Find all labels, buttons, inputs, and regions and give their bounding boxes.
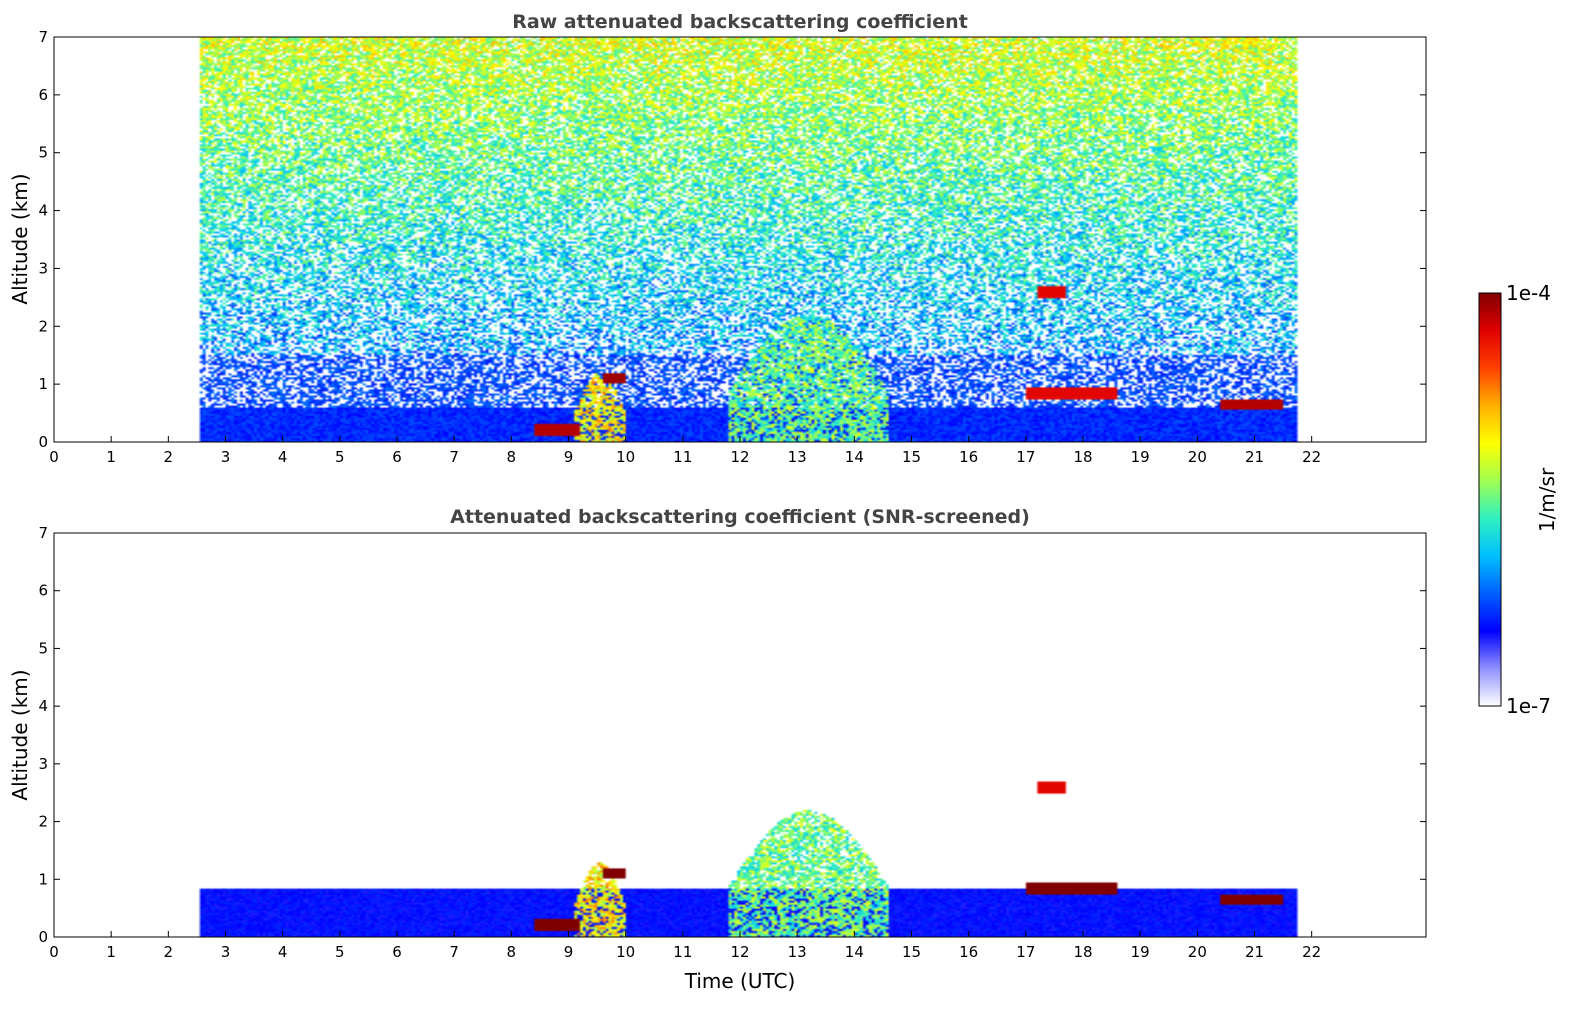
x-tick-label: 22 (1302, 448, 1321, 466)
x-tick-label: 20 (1188, 943, 1207, 961)
heatmap-image (54, 37, 1426, 442)
x-tick-label: 7 (449, 448, 459, 466)
x-tick-label: 8 (507, 448, 517, 466)
x-tick-label: 9 (564, 943, 574, 961)
x-axis: 0 1 2 3 4 5 6 7 8 9 10 11 12 13 14 15 16 17 18 19 20 21 22 (49, 436, 1321, 466)
y-tick-label: 6 (38, 582, 48, 600)
x-tick-label: 11 (673, 448, 692, 466)
x-tick-label: 4 (278, 448, 288, 466)
y-tick-label: 3 (38, 755, 48, 773)
x-tick-label: 5 (335, 943, 345, 961)
panel-raw: Raw attenuated backscattering coefficien… (8, 11, 1427, 466)
heatmap-image (54, 533, 1426, 937)
colorbar-min-label: 1e-7 (1506, 694, 1551, 718)
x-tick-label: 0 (49, 943, 59, 961)
x-tick-label: 8 (507, 943, 517, 961)
y-tick-label: 1 (38, 375, 48, 393)
panel-screened: Attenuated backscattering coefficient (S… (8, 506, 1427, 993)
x-tick-label: 13 (788, 943, 807, 961)
chart-title: Attenuated backscattering coefficient (S… (450, 506, 1030, 528)
x-tick-label: 18 (1073, 448, 1092, 466)
x-tick-label: 19 (1131, 943, 1150, 961)
y-axis: 0 1 2 3 4 5 6 7 (38, 28, 1426, 451)
colorbar-max-label: 1e-4 (1506, 281, 1551, 305)
colorbar: 1e-4 1e-7 1/m/sr (1478, 281, 1559, 718)
x-axis: 0 1 2 3 4 5 6 7 8 9 10 11 12 13 14 15 16 17 18 19 20 21 22 (49, 931, 1321, 961)
x-tick-label: 10 (616, 943, 635, 961)
y-tick-label: 7 (38, 524, 48, 542)
y-tick-label: 7 (38, 28, 48, 46)
x-tick-label: 17 (1016, 943, 1035, 961)
x-tick-label: 21 (1245, 448, 1264, 466)
y-tick-label: 1 (38, 870, 48, 888)
x-tick-label: 3 (221, 943, 231, 961)
x-tick-label: 7 (449, 943, 459, 961)
x-tick-label: 17 (1016, 448, 1035, 466)
x-tick-label: 0 (49, 448, 59, 466)
y-tick-label: 5 (38, 144, 48, 162)
x-tick-label: 11 (673, 943, 692, 961)
y-tick-label: 2 (38, 317, 48, 335)
colorbar-unit-label: 1/m/sr (1535, 467, 1559, 532)
y-tick-label: 4 (38, 202, 48, 220)
x-tick-label: 16 (959, 448, 978, 466)
x-tick-label: 15 (902, 943, 921, 961)
x-axis-label: Time (UTC) (684, 969, 796, 993)
x-tick-label: 21 (1245, 943, 1264, 961)
x-tick-label: 16 (959, 943, 978, 961)
x-tick-label: 14 (845, 943, 864, 961)
y-tick-label: 5 (38, 639, 48, 657)
x-tick-label: 20 (1188, 448, 1207, 466)
colorbar-gradient (1478, 292, 1502, 707)
x-tick-label: 1 (106, 943, 116, 961)
y-axis-label: Altitude (km) (8, 173, 32, 304)
y-tick-label: 0 (38, 433, 48, 451)
x-tick-label: 3 (221, 448, 231, 466)
x-tick-label: 9 (564, 448, 574, 466)
x-tick-label: 10 (616, 448, 635, 466)
heatmap-area (54, 533, 1426, 937)
x-tick-label: 6 (392, 943, 402, 961)
x-tick-label: 1 (106, 448, 116, 466)
x-tick-label: 12 (730, 448, 749, 466)
x-tick-label: 4 (278, 943, 288, 961)
heatmap-area (54, 37, 1426, 442)
y-tick-label: 4 (38, 697, 48, 715)
y-axis: 0 1 2 3 4 5 6 7 (38, 524, 1426, 946)
x-tick-label: 15 (902, 448, 921, 466)
y-tick-label: 3 (38, 259, 48, 277)
x-tick-label: 2 (164, 448, 174, 466)
chart-title: Raw attenuated backscattering coefficien… (512, 11, 968, 33)
y-tick-label: 6 (38, 86, 48, 104)
x-tick-label: 6 (392, 448, 402, 466)
x-tick-label: 12 (730, 943, 749, 961)
y-axis-label: Altitude (km) (8, 669, 32, 800)
x-tick-label: 2 (164, 943, 174, 961)
y-tick-label: 2 (38, 813, 48, 831)
x-tick-label: 22 (1302, 943, 1321, 961)
x-tick-label: 13 (788, 448, 807, 466)
x-tick-label: 14 (845, 448, 864, 466)
x-tick-label: 18 (1073, 943, 1092, 961)
y-tick-label: 0 (38, 928, 48, 946)
x-tick-label: 19 (1131, 448, 1150, 466)
x-tick-label: 5 (335, 448, 345, 466)
